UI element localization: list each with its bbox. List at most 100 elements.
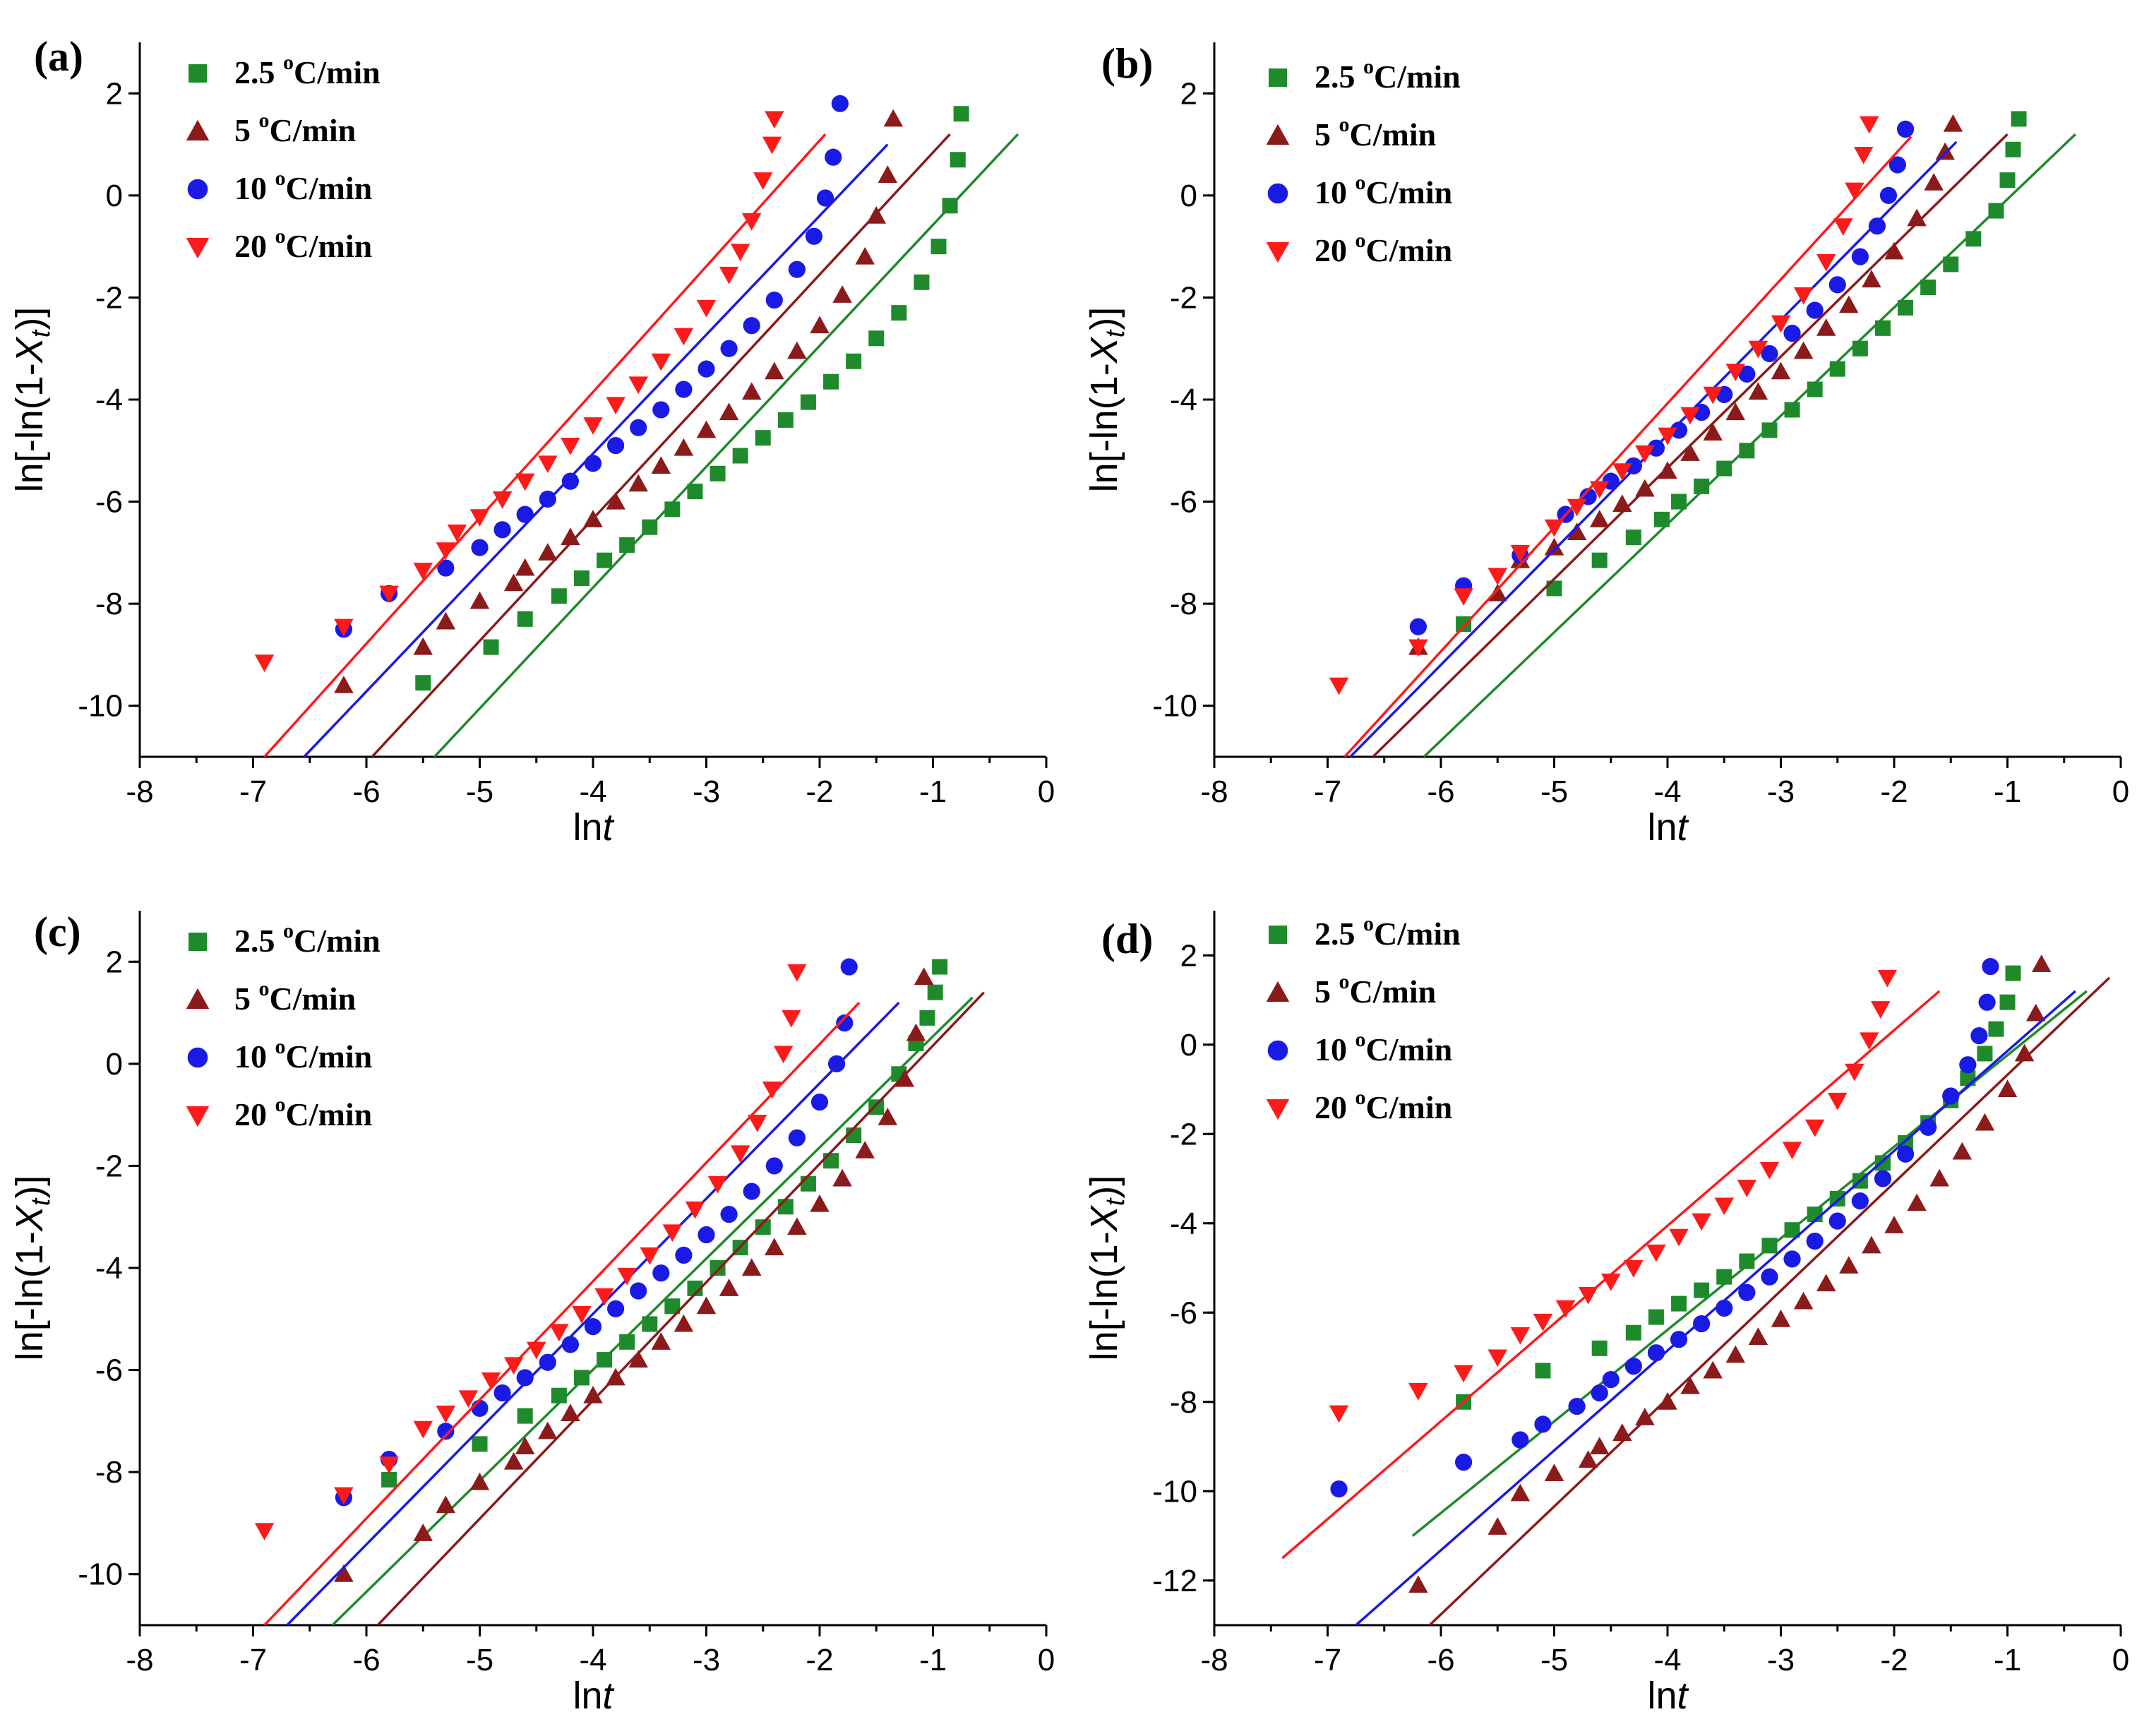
data-point bbox=[719, 1279, 739, 1296]
data-point bbox=[1591, 552, 1608, 568]
data-point bbox=[1806, 1232, 1824, 1250]
data-point bbox=[1567, 498, 1587, 517]
data-point bbox=[517, 611, 533, 627]
series-10 bbox=[303, 95, 889, 757]
data-point bbox=[2011, 111, 2027, 127]
data-point bbox=[810, 1093, 829, 1111]
data-point bbox=[1602, 1371, 1620, 1389]
data-point bbox=[1612, 494, 1632, 513]
x-tick-label: 0 bbox=[1038, 774, 1055, 809]
data-point bbox=[469, 591, 490, 609]
data-point bbox=[413, 1524, 433, 1541]
data-point bbox=[1816, 318, 1836, 336]
y-axis-title: ln[-ln(1-Xt)] bbox=[8, 1175, 56, 1361]
x-axis-title: lnt bbox=[1647, 806, 1689, 849]
data-point bbox=[773, 1046, 794, 1064]
legend-rate: 20 bbox=[1315, 232, 1355, 268]
legend-rate: 5 bbox=[234, 981, 259, 1017]
series-10 bbox=[1330, 957, 2076, 1625]
data-point bbox=[1487, 1349, 1507, 1367]
data-point bbox=[619, 537, 635, 553]
y-tick-label: 0 bbox=[106, 179, 123, 213]
legend-degree: o bbox=[283, 51, 294, 74]
y-tick-label: 2 bbox=[1180, 938, 1197, 973]
y-axis-title-sub: t bbox=[26, 1197, 56, 1206]
data-point bbox=[894, 1069, 915, 1087]
fit-line bbox=[263, 1001, 861, 1625]
x-tick-label: -8 bbox=[126, 1643, 153, 1677]
legend-unit: C/min bbox=[270, 112, 357, 148]
legend-label: 20 oC/min bbox=[1315, 1086, 1452, 1125]
data-point bbox=[1816, 1274, 1836, 1292]
x-axis-title: lnt bbox=[573, 1675, 614, 1717]
data-point bbox=[527, 1341, 546, 1360]
data-point bbox=[652, 1264, 670, 1282]
legend-label: 20 oC/min bbox=[234, 225, 372, 264]
fit-line bbox=[1343, 136, 1912, 757]
legend-marker bbox=[188, 933, 207, 951]
data-point bbox=[1828, 1092, 1848, 1111]
data-point bbox=[583, 510, 603, 527]
x-axis-title: lnt bbox=[1647, 1675, 1689, 1717]
data-point bbox=[782, 1010, 801, 1028]
data-point bbox=[2005, 965, 2021, 981]
fit-line bbox=[371, 133, 951, 757]
data-point bbox=[696, 299, 717, 318]
data-point bbox=[719, 266, 739, 285]
data-point bbox=[674, 438, 694, 456]
x-tick-label: -2 bbox=[1880, 774, 1908, 809]
data-point bbox=[640, 1247, 659, 1265]
data-point bbox=[516, 1369, 534, 1387]
data-point bbox=[493, 521, 511, 539]
x-tick-label: -6 bbox=[1427, 1643, 1454, 1677]
data-point bbox=[1716, 460, 1732, 477]
series-10 bbox=[1349, 120, 1958, 757]
data-point bbox=[1714, 1197, 1734, 1216]
data-point bbox=[1761, 345, 1778, 363]
data-point bbox=[379, 1456, 399, 1475]
data-point bbox=[878, 165, 898, 183]
legend-degree: o bbox=[259, 109, 270, 132]
legend-rate: 5 bbox=[234, 112, 259, 148]
y-tick-label: 0 bbox=[1180, 1028, 1197, 1062]
y-tick-label: -2 bbox=[95, 1149, 123, 1183]
data-point bbox=[1648, 1309, 1664, 1325]
data-point bbox=[561, 472, 580, 490]
legend-unit: C/min bbox=[1374, 916, 1461, 952]
data-point bbox=[868, 1099, 885, 1115]
data-point bbox=[1612, 463, 1632, 481]
data-point bbox=[619, 1334, 635, 1350]
data-point bbox=[732, 448, 748, 464]
data-point bbox=[787, 1217, 807, 1235]
y-tick-label: -10 bbox=[78, 689, 123, 724]
data-point bbox=[1942, 1087, 1960, 1105]
data-point bbox=[1829, 361, 1845, 377]
data-point bbox=[1510, 544, 1531, 563]
panel-label: (d) bbox=[1101, 916, 1153, 962]
data-point bbox=[800, 1175, 816, 1192]
data-point bbox=[436, 1495, 456, 1514]
data-point bbox=[1653, 511, 1670, 527]
x-tick-label: -8 bbox=[1200, 774, 1228, 809]
x-tick-label: -5 bbox=[466, 1643, 493, 1677]
data-point bbox=[906, 1023, 926, 1041]
data-point bbox=[662, 1224, 683, 1243]
data-point bbox=[458, 1390, 479, 1408]
fit-line bbox=[331, 996, 974, 1625]
data-point bbox=[1455, 1454, 1473, 1471]
data-point bbox=[753, 172, 773, 190]
legend-rate: 10 bbox=[234, 170, 275, 206]
data-point bbox=[1738, 1283, 1756, 1301]
data-point bbox=[2031, 954, 2052, 972]
data-point bbox=[1647, 439, 1665, 457]
series-5 bbox=[1408, 954, 2111, 1625]
data-point bbox=[743, 317, 760, 335]
data-point bbox=[1982, 957, 1999, 976]
plot-area bbox=[254, 95, 1019, 757]
data-point bbox=[664, 1298, 681, 1315]
y-axis-title-var: X bbox=[8, 1204, 51, 1233]
data-point bbox=[1725, 364, 1746, 381]
legend-label: 10 oC/min bbox=[1315, 1028, 1452, 1067]
